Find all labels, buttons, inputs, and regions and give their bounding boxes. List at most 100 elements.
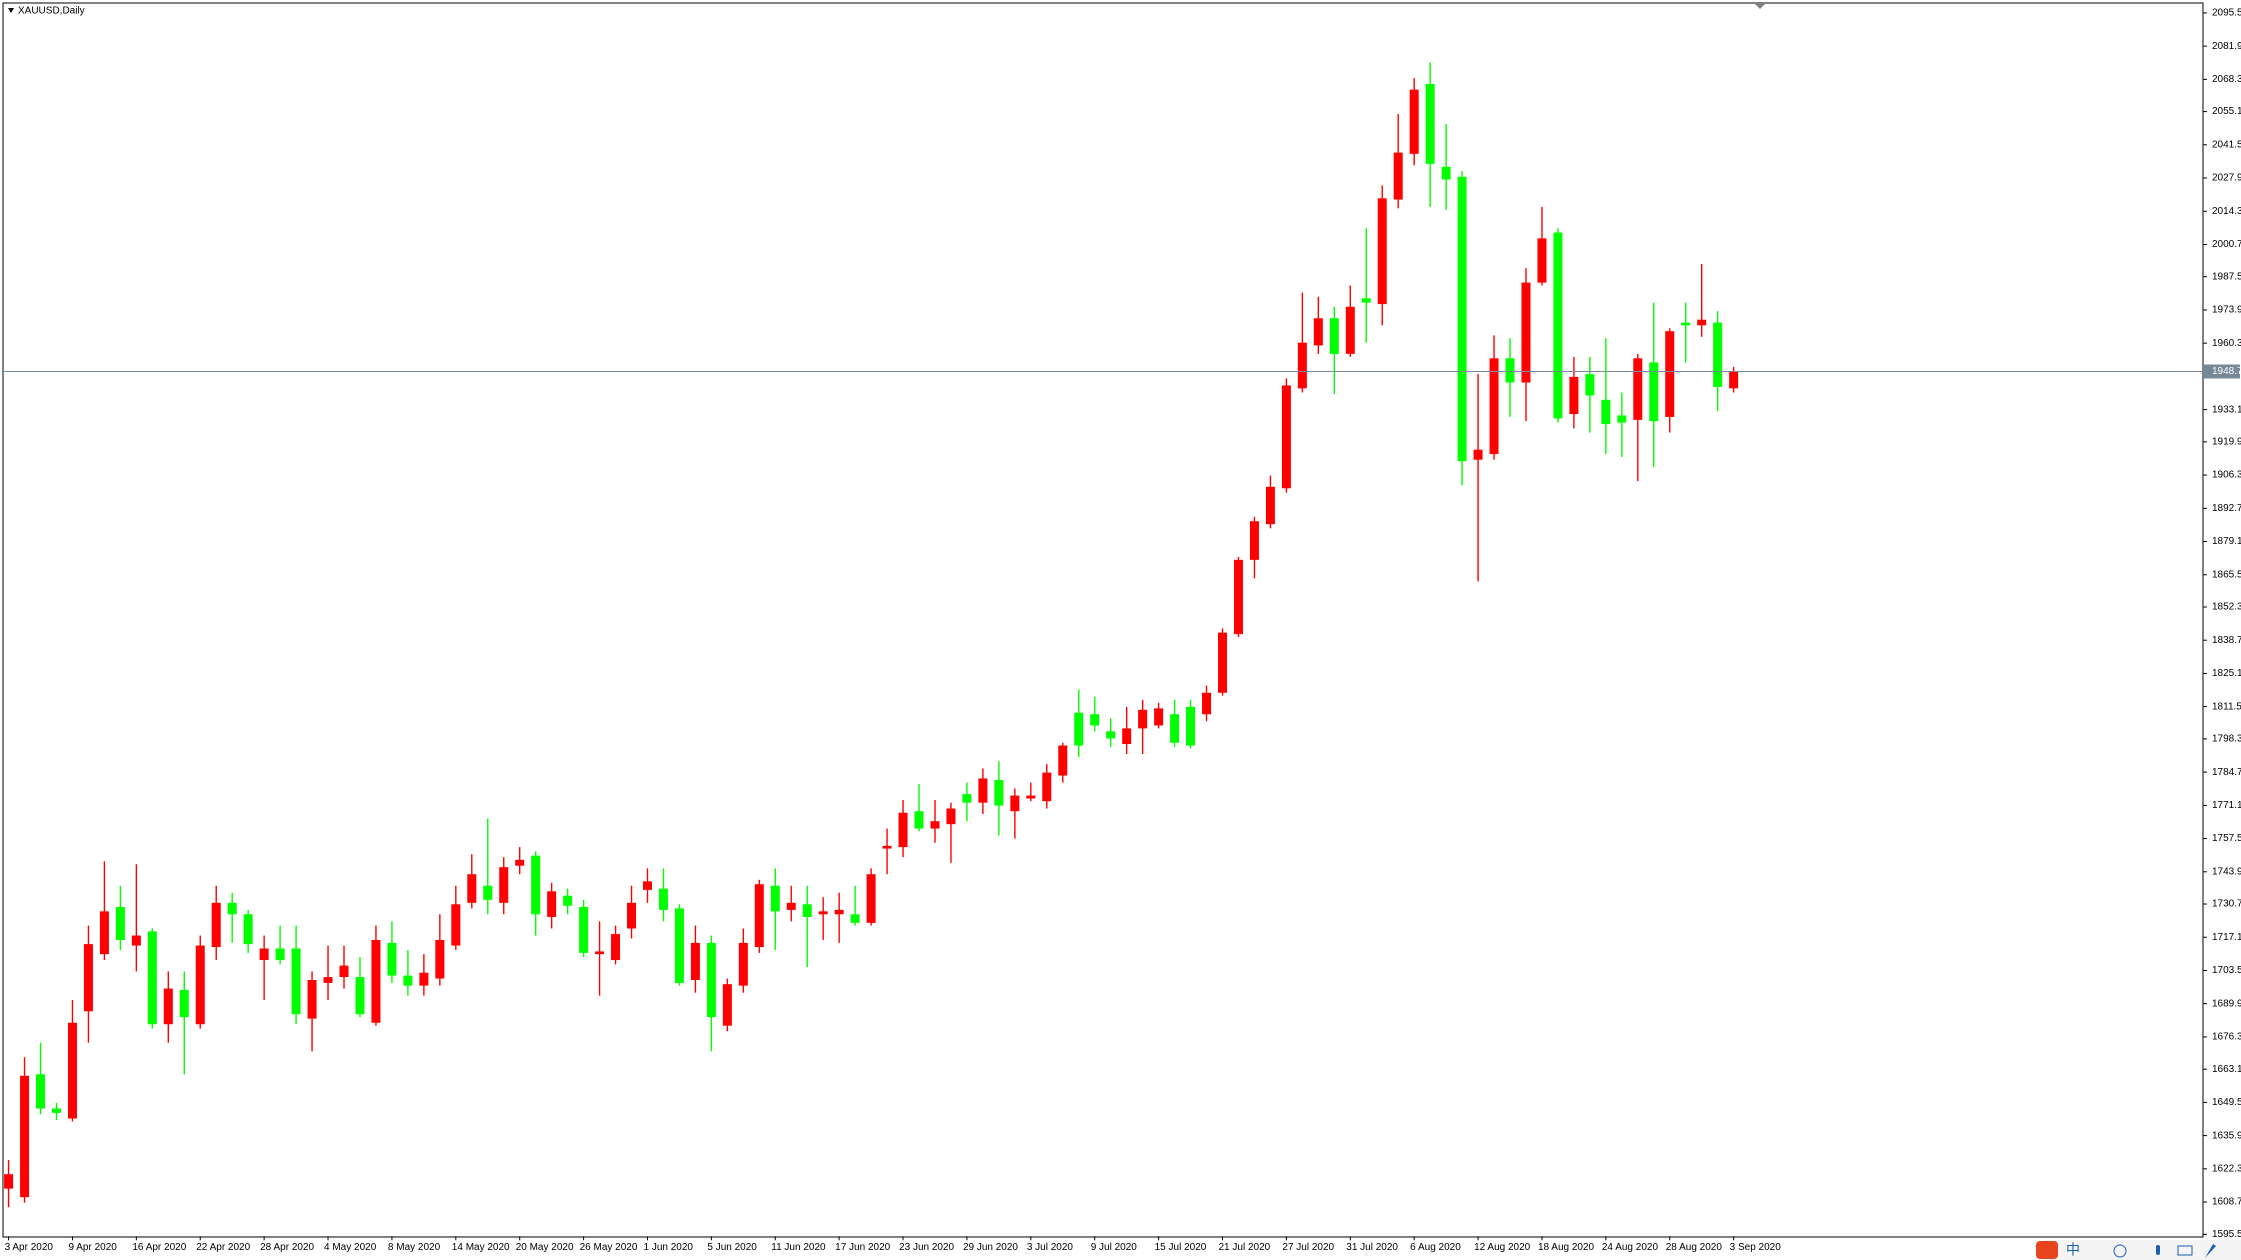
candle-body (1106, 731, 1116, 739)
ime-mode[interactable]: 中 (2066, 1242, 2080, 1258)
y-tick-label: 1852.3 (2212, 602, 2241, 613)
y-tick-label: 2095.5 (2212, 8, 2241, 19)
candle-body (307, 980, 317, 1019)
x-tick-label: 15 Jul 2020 (1155, 1242, 1207, 1253)
x-tick-label: 9 Apr 2020 (68, 1242, 117, 1253)
candle-body (1138, 709, 1148, 729)
ime-tool-icon[interactable] (2205, 1244, 2216, 1258)
y-tick-label: 2027.9 (2212, 173, 2241, 184)
candle-body (291, 948, 301, 1015)
x-tick-label: 18 Aug 2020 (1538, 1242, 1595, 1253)
candle-body (515, 859, 525, 866)
candle-body (1249, 521, 1259, 560)
symbol-menu-arrow[interactable] (8, 8, 14, 13)
candle-body (4, 1174, 14, 1189)
candle-body (595, 951, 605, 955)
x-tick-label: 14 May 2020 (452, 1242, 510, 1253)
x-tick-label: 9 Jul 2020 (1091, 1242, 1138, 1253)
candle-body (642, 881, 652, 890)
candle-body (1633, 358, 1643, 420)
y-tick-label: 1676.3 (2212, 1032, 2241, 1043)
x-tick-label: 4 May 2020 (324, 1242, 377, 1253)
candle-body (1697, 319, 1707, 326)
candle-body (115, 906, 125, 940)
candle-body (179, 990, 189, 1018)
candle-body (36, 1074, 46, 1109)
candle-body (1265, 486, 1275, 525)
ime-logo[interactable] (2036, 1241, 2058, 1259)
y-tick-label: 2014.3 (2212, 206, 2241, 217)
candle-body (770, 885, 780, 912)
candle-body (1521, 282, 1531, 383)
candle-body (419, 972, 429, 986)
candle-body (802, 904, 812, 917)
y-tick-label: 1865.5 (2212, 569, 2241, 580)
candle-body (1569, 376, 1579, 415)
x-tick-label: 1 Jun 2020 (643, 1242, 693, 1253)
y-tick-label: 1987.5 (2212, 271, 2241, 282)
candle-body (1218, 632, 1228, 693)
candle-body (1202, 692, 1212, 715)
ime-emoji-icon[interactable] (2113, 1244, 2127, 1258)
candle-body (1457, 176, 1467, 462)
y-tick-label: 2068.3 (2212, 74, 2241, 85)
x-tick-label: 20 May 2020 (516, 1242, 574, 1253)
candle-body (1489, 358, 1499, 455)
candle-body (1393, 152, 1403, 200)
candle-body (195, 945, 205, 1025)
candle-body (690, 942, 700, 981)
candle-body (738, 942, 748, 986)
candle-body (1074, 712, 1084, 746)
candle-body (51, 1108, 61, 1113)
plot-frame (2, 2, 2204, 1238)
x-tick-label: 12 Aug 2020 (1474, 1242, 1531, 1253)
candle-body (994, 779, 1004, 806)
chart-shift-marker[interactable] (1755, 4, 1765, 9)
y-tick-label: 2000.7 (2212, 239, 2241, 250)
candle-body (1425, 83, 1435, 164)
x-tick-label: 24 Aug 2020 (1602, 1242, 1659, 1253)
candle-body (99, 911, 109, 955)
x-tick-label: 23 Jun 2020 (899, 1242, 954, 1253)
candle-body (243, 914, 253, 945)
candle-body (499, 867, 509, 903)
chart-title: XAUUSD,Daily (18, 6, 85, 17)
candle-body (339, 965, 349, 978)
candle-body (1505, 358, 1515, 383)
ime-keyboard-icon[interactable] (2177, 1245, 2193, 1256)
candle-body (547, 891, 557, 917)
candle-body (866, 874, 876, 923)
x-tick-label: 5 Jun 2020 (707, 1242, 757, 1253)
x-tick-label: 26 May 2020 (580, 1242, 638, 1253)
candle-body (579, 906, 589, 953)
candle-body (834, 909, 844, 915)
x-tick-label: 8 May 2020 (388, 1242, 441, 1253)
y-tick-label: 1663.1 (2212, 1064, 2241, 1075)
candle-body (67, 1022, 77, 1119)
price-label: 1948.7 (2212, 366, 2241, 377)
ime-voice-icon[interactable] (2156, 1245, 2160, 1255)
candle-body (1681, 322, 1691, 326)
candle-body (786, 902, 796, 910)
candle-body (1441, 166, 1451, 180)
candle-body (1154, 708, 1164, 726)
x-tick-label: 27 Jul 2020 (1282, 1242, 1334, 1253)
candle-body (451, 904, 461, 946)
x-tick-label: 31 Jul 2020 (1346, 1242, 1398, 1253)
candle-body (674, 908, 684, 983)
candle-body (1409, 89, 1419, 154)
y-tick-label: 1743.9 (2212, 866, 2241, 877)
candle-body (1537, 238, 1547, 283)
price-label-box (2204, 364, 2240, 379)
y-tick-label: 1635.9 (2212, 1130, 2241, 1141)
candle-body (403, 975, 413, 986)
y-tick-label: 1784.7 (2212, 767, 2241, 778)
y-tick-label: 1906.3 (2212, 470, 2241, 481)
y-tick-label: 1689.9 (2212, 998, 2241, 1009)
candle-body (1553, 232, 1563, 419)
candle-body (147, 931, 157, 1025)
candle-body (1170, 714, 1180, 743)
candle-body (722, 984, 732, 1026)
y-tick-label: 1811.5 (2212, 701, 2241, 712)
candle-body (1473, 449, 1483, 460)
